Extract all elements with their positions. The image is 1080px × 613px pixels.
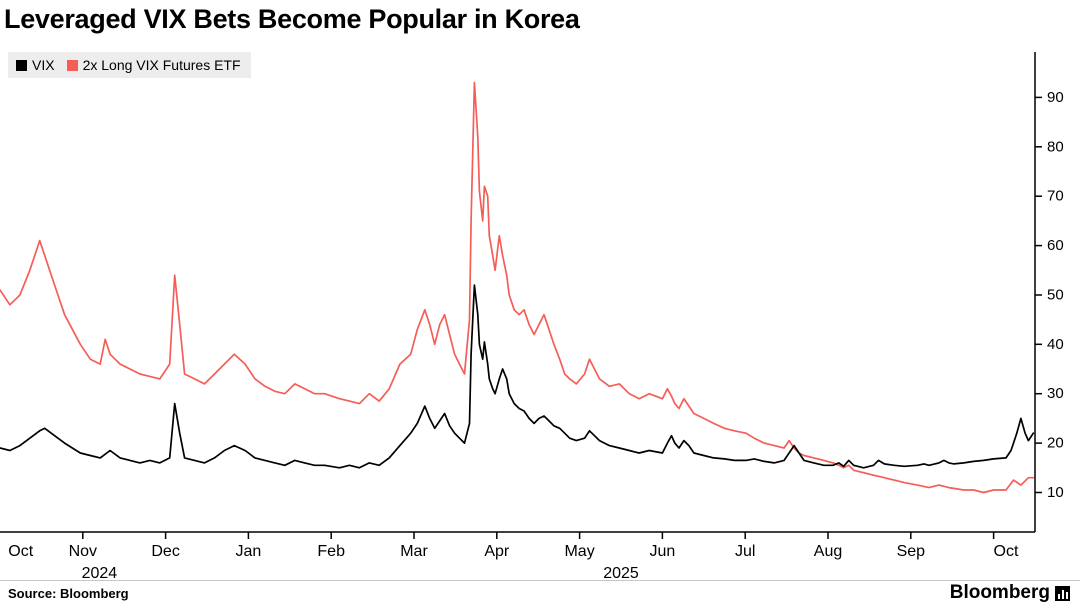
y-tick-label: 70	[1047, 188, 1064, 205]
y-tick-label: 80	[1047, 138, 1064, 155]
x-tick-label: Aug	[814, 543, 842, 560]
legend: VIX 2x Long VIX Futures ETF	[8, 52, 251, 78]
vix-series-swatch-icon	[16, 59, 27, 71]
chart-title: Leveraged VIX Bets Become Popular in Kor…	[4, 4, 580, 34]
x-tick-label: Mar	[400, 543, 428, 560]
bloomberg-brand: Bloomberg	[950, 582, 1070, 604]
y-axis: 10 20 30 40 50 60 70 80 90	[1034, 52, 1064, 532]
y-tick-label: 60	[1047, 237, 1064, 254]
legend-item-vix: VIX	[16, 57, 55, 73]
year-label: 2025	[603, 565, 639, 582]
legend-label-etf: 2x Long VIX Futures ETF	[82, 57, 241, 73]
y-tick-label: 30	[1047, 385, 1064, 402]
x-axis: Oct Nov Dec Jan Feb Mar Apr May Jun Jul Aug Sep Oct 2…	[0, 531, 1035, 582]
legend-label-vix: VIX	[32, 57, 55, 73]
year-label: 2024	[82, 565, 118, 582]
etf-series-swatch-icon	[66, 59, 78, 71]
bloomberg-wordmark: Bloomberg	[949, 582, 1050, 603]
series-line-1	[0, 81, 1035, 494]
legend-item-etf: 2x Long VIX Futures ETF	[66, 57, 241, 73]
x-tick-label: Oct	[8, 543, 33, 560]
x-tick-label: Nov	[69, 543, 97, 560]
x-tick-label: Sep	[897, 543, 926, 560]
y-tick-label: 10	[1047, 484, 1064, 501]
x-tick-label: Dec	[151, 543, 179, 560]
source-note: Source: Bloomberg	[8, 586, 129, 601]
x-tick-label: Apr	[484, 543, 510, 560]
y-tick-label: 40	[1047, 336, 1064, 353]
series-line-0	[0, 284, 1035, 469]
x-tick-label: May	[564, 543, 594, 560]
x-tick-label: Jan	[236, 543, 262, 560]
x-tick-label: Jun	[650, 543, 676, 560]
y-tick-label: 90	[1047, 89, 1064, 106]
x-tick-label: Feb	[317, 543, 345, 560]
bloomberg-logo-icon	[1055, 585, 1070, 601]
x-tick-label: Oct	[994, 543, 1019, 560]
y-tick-label: 50	[1047, 287, 1064, 304]
footer-divider	[0, 580, 1080, 581]
y-tick-label: 20	[1047, 435, 1064, 452]
x-tick-label: Jul	[735, 543, 755, 560]
